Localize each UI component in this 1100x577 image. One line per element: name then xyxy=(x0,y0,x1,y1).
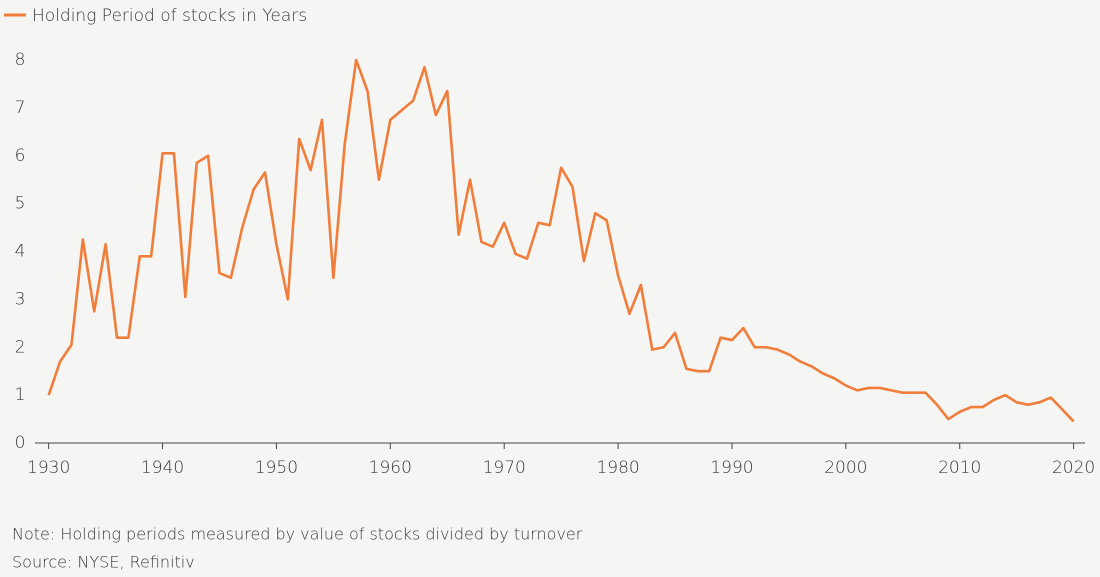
x-tick-label: 1970 xyxy=(483,458,526,478)
x-tick-label: 2020 xyxy=(1052,458,1095,478)
x-tick-label: 2000 xyxy=(824,458,867,478)
x-tick-label: 1940 xyxy=(141,458,184,478)
y-tick-label: 5 xyxy=(15,194,26,214)
x-tick-label: 1960 xyxy=(369,458,412,478)
x-tick-label: 1950 xyxy=(255,458,298,478)
data-line xyxy=(47,58,1075,423)
x-tick-label: 1980 xyxy=(596,458,639,478)
x-tick-label: 2010 xyxy=(938,458,981,478)
source: Source: NYSE, Refinitiv xyxy=(12,553,195,572)
note: Note: Holding periods measured by value … xyxy=(12,525,583,544)
y-tick-label: 8 xyxy=(15,50,26,70)
y-tick-label: 6 xyxy=(15,146,26,166)
x-tick-label: 1930 xyxy=(27,458,70,478)
y-tick-label: 3 xyxy=(15,289,26,309)
y-tick-label: 7 xyxy=(15,98,26,118)
legend-label: Holding Period of stocks in Years xyxy=(32,6,307,26)
y-tick-label: 4 xyxy=(15,242,26,262)
y-tick-label: 1 xyxy=(15,385,26,405)
x-tick-label: 1990 xyxy=(710,458,753,478)
y-tick-label: 0 xyxy=(15,433,26,453)
y-tick-label: 2 xyxy=(15,337,26,357)
